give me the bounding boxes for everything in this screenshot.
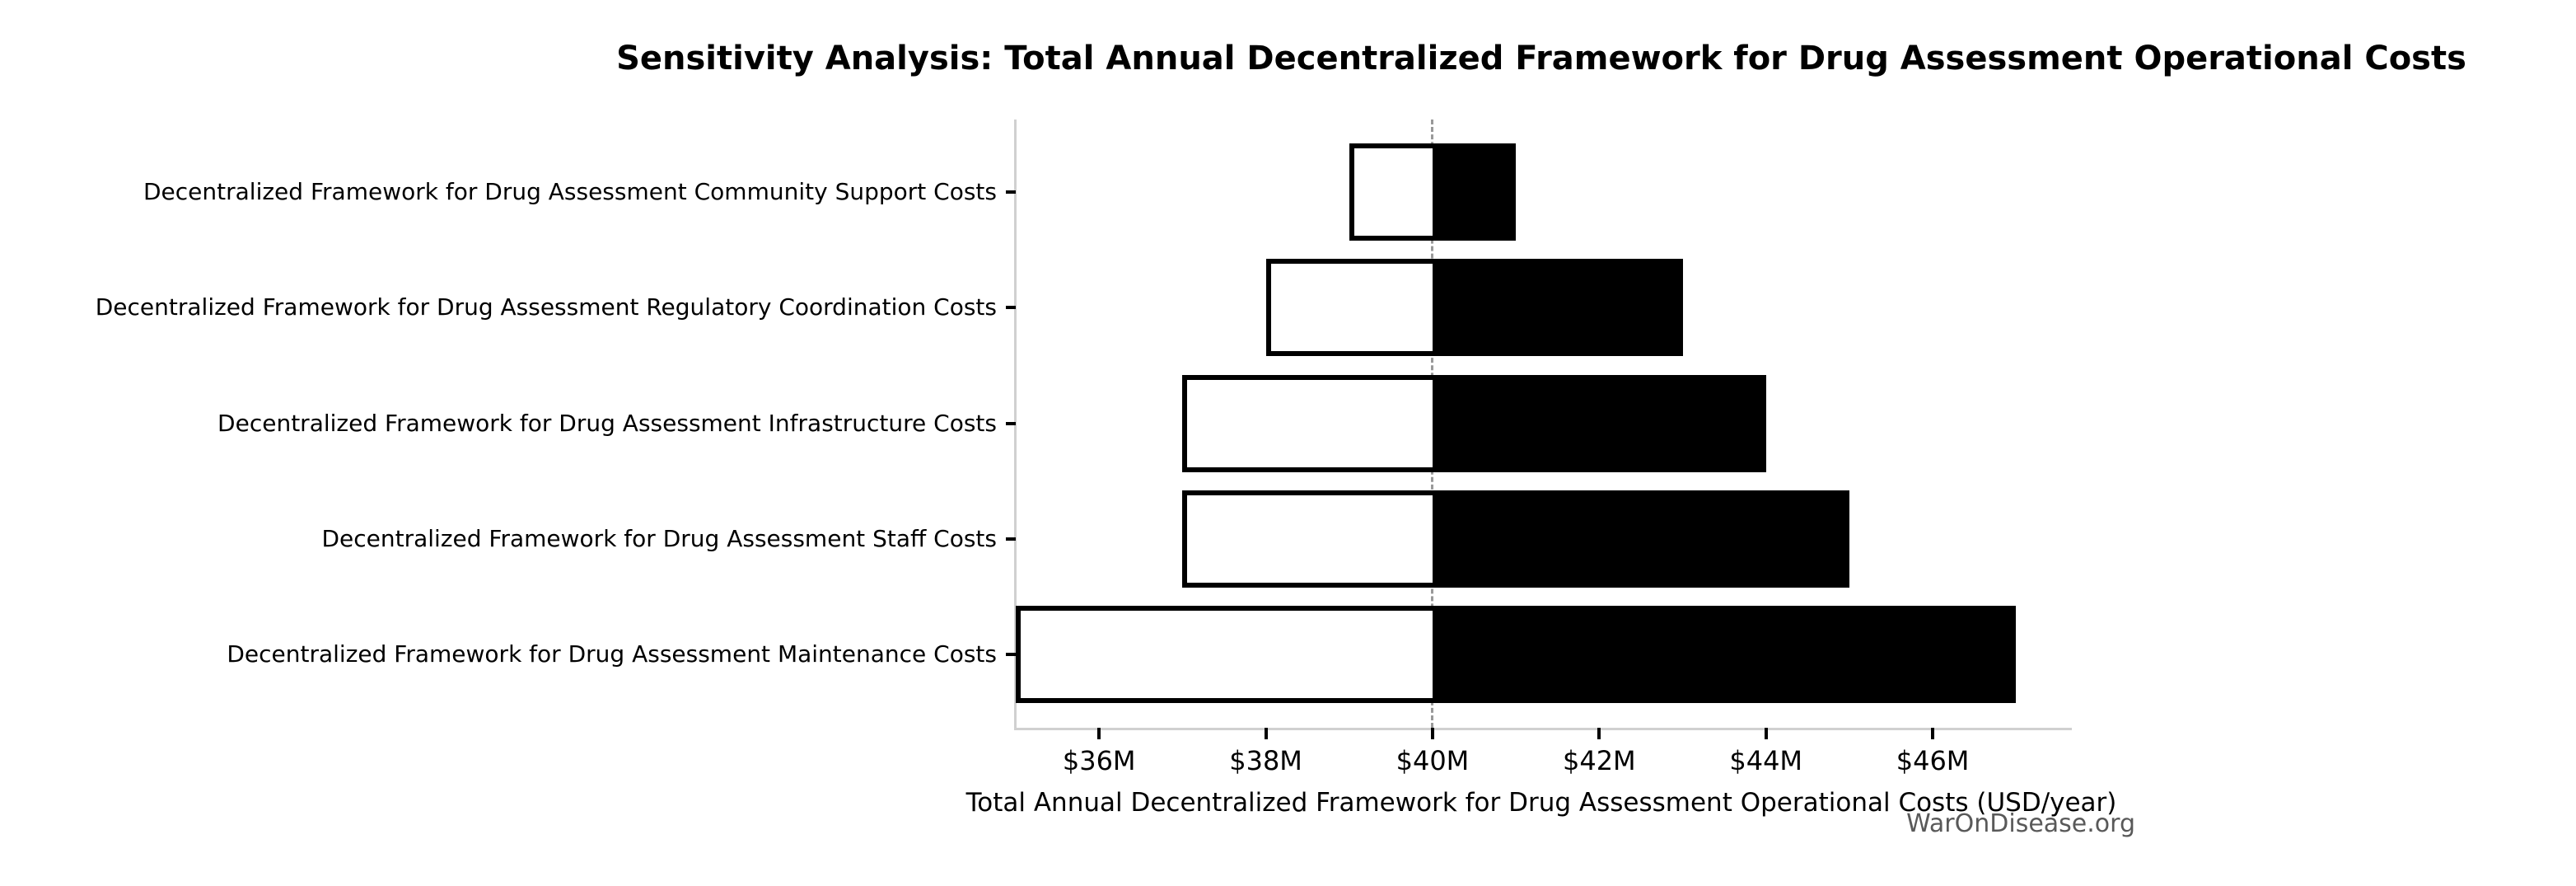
y-tick-mark bbox=[1006, 190, 1016, 194]
watermark: WarOnDisease.org bbox=[1906, 809, 2135, 838]
y-tick-mark bbox=[1006, 653, 1016, 656]
tornado-bar bbox=[1265, 259, 1683, 357]
plot-area bbox=[1014, 120, 2072, 730]
bar-low-segment bbox=[1353, 148, 1433, 236]
tornado-bar bbox=[1016, 606, 2017, 703]
x-tick-mark bbox=[1097, 728, 1101, 739]
x-tick-mark bbox=[1430, 728, 1434, 739]
x-tick-mark bbox=[1264, 728, 1268, 739]
y-category-label: Decentralized Framework for Drug Assessm… bbox=[217, 409, 997, 437]
bar-low-segment bbox=[1270, 264, 1433, 352]
x-tick-label: $36M bbox=[1062, 745, 1136, 776]
tornado-bar bbox=[1182, 374, 1766, 472]
x-tick-label: $38M bbox=[1229, 745, 1302, 776]
x-tick-mark bbox=[1931, 728, 1935, 739]
tornado-bar bbox=[1349, 143, 1517, 241]
y-tick-mark bbox=[1006, 306, 1016, 310]
x-tick-label: $42M bbox=[1562, 745, 1636, 776]
y-tick-mark bbox=[1006, 421, 1016, 425]
chart-title: Sensitivity Analysis: Total Annual Decen… bbox=[616, 40, 2466, 77]
x-tick-label: $46M bbox=[1896, 745, 1970, 776]
y-tick-mark bbox=[1006, 537, 1016, 541]
y-category-label: Decentralized Framework for Drug Assessm… bbox=[143, 178, 997, 205]
tornado-bar bbox=[1182, 490, 1849, 588]
x-tick-mark bbox=[1597, 728, 1601, 739]
bar-low-segment bbox=[1187, 495, 1433, 583]
x-tick-label: $44M bbox=[1729, 745, 1803, 776]
y-axis-spine bbox=[1014, 120, 1017, 730]
bar-low-segment bbox=[1187, 379, 1433, 467]
x-axis-spine bbox=[1014, 728, 2072, 730]
x-axis-label: Total Annual Decentralized Framework for… bbox=[965, 788, 2117, 818]
y-category-label: Decentralized Framework for Drug Assessm… bbox=[321, 524, 997, 552]
x-tick-label: $40M bbox=[1396, 745, 1470, 776]
bar-low-segment bbox=[1021, 611, 1433, 698]
y-category-label: Decentralized Framework for Drug Assessm… bbox=[95, 293, 997, 321]
y-category-label: Decentralized Framework for Drug Assessm… bbox=[227, 640, 997, 668]
x-tick-mark bbox=[1764, 728, 1768, 739]
